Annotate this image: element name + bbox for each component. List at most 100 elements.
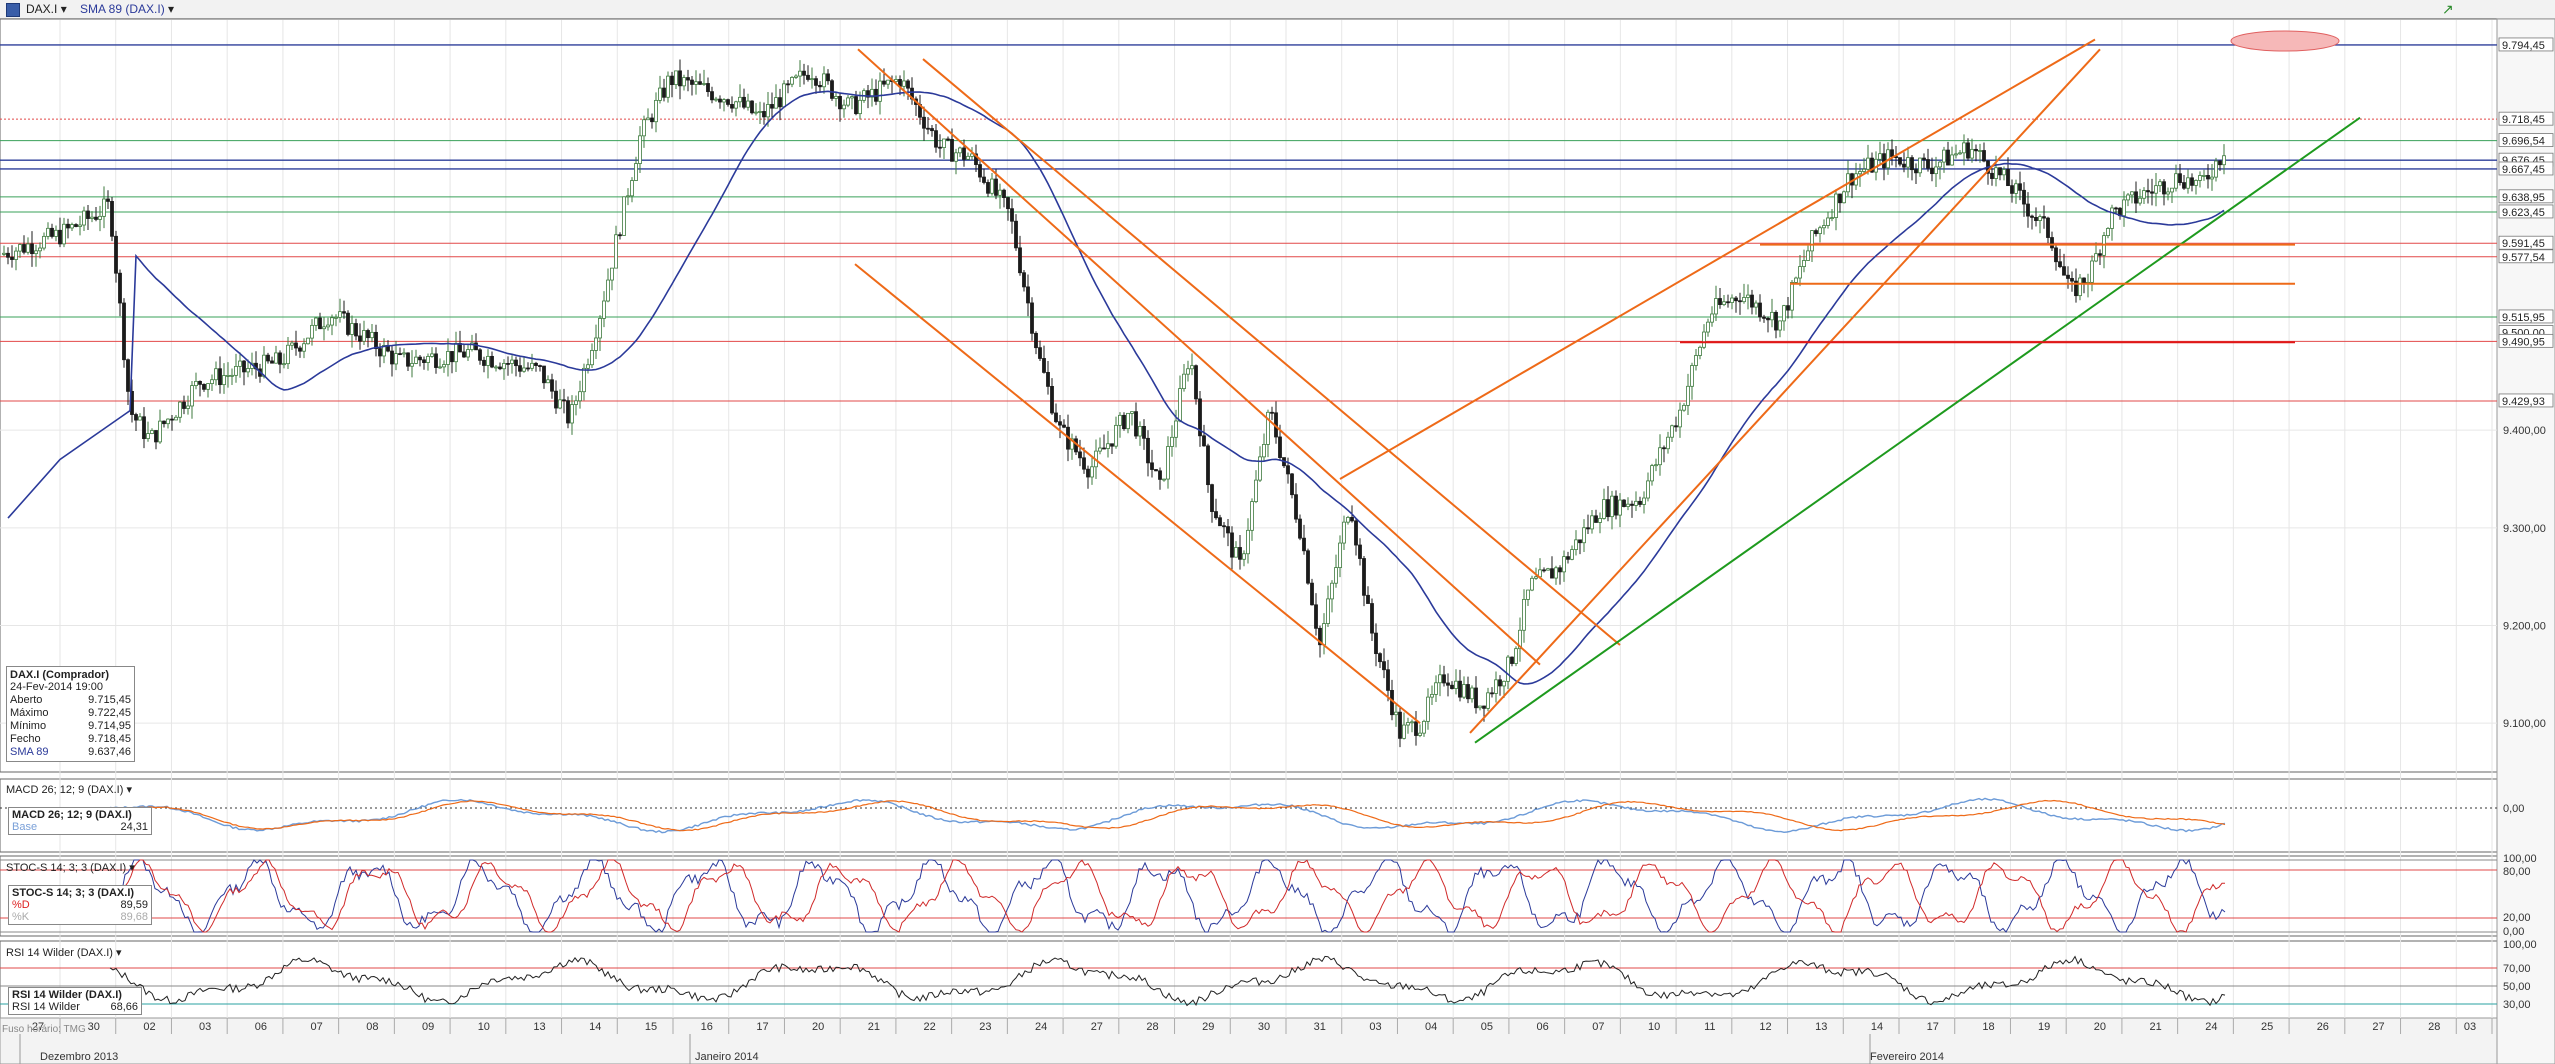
candle-body bbox=[718, 98, 722, 103]
candle-body bbox=[1518, 629, 1522, 650]
ohlc-info-box: DAX.I (Comprador) 24-Fev-2014 19:00 Aber… bbox=[6, 666, 135, 762]
candle-body bbox=[326, 324, 330, 328]
stoch-k-value: 89,68 bbox=[120, 911, 148, 923]
candle-body bbox=[902, 80, 906, 87]
candle-body bbox=[90, 216, 94, 219]
candle-body bbox=[1634, 500, 1638, 506]
candle-body bbox=[990, 178, 994, 194]
candle-body bbox=[1226, 526, 1230, 534]
x-tick-label: 13 bbox=[533, 1021, 545, 1033]
candle-body bbox=[554, 390, 558, 409]
candle-body bbox=[2050, 237, 2054, 249]
candle-body bbox=[1058, 421, 1062, 426]
x-tick-label: 12 bbox=[1759, 1021, 1771, 1033]
candle-body bbox=[1278, 436, 1282, 458]
candle-body bbox=[1150, 462, 1154, 470]
x-tick-label: 19 bbox=[2038, 1021, 2050, 1033]
candle-body bbox=[446, 351, 450, 365]
indicator-selector[interactable]: SMA 89 (DAX.I) ▾ bbox=[80, 2, 174, 16]
candle-body bbox=[1230, 532, 1234, 558]
candle-body bbox=[190, 385, 194, 407]
candle-body bbox=[1714, 298, 1718, 315]
candle-body bbox=[1994, 167, 1998, 179]
stoch-header-label: STOC-S 14; 3; 3 (DAX.I) bbox=[6, 862, 127, 874]
candle-body bbox=[370, 331, 374, 339]
candle-body bbox=[482, 359, 486, 366]
candle-body bbox=[330, 317, 334, 326]
candle-body bbox=[622, 196, 626, 236]
price-tag-label: 9.696,54 bbox=[2502, 136, 2545, 148]
candle-body bbox=[1958, 152, 1962, 155]
candle-body bbox=[286, 344, 290, 365]
trend-line bbox=[857, 48, 1541, 666]
candle-body bbox=[2210, 176, 2214, 180]
candle-body bbox=[114, 235, 118, 274]
macd-panel-header[interactable]: MACD 26; 12; 9 (DAX.I) ▾ bbox=[6, 783, 132, 797]
candle-body bbox=[414, 356, 418, 364]
candle-body bbox=[346, 312, 350, 335]
price-tag bbox=[2498, 111, 2554, 126]
candle-body bbox=[1666, 436, 1670, 450]
candle-body bbox=[2070, 278, 2074, 282]
candle-body bbox=[678, 70, 682, 87]
trend-arrow-icon[interactable]: ↗ bbox=[2442, 1, 2454, 17]
symbol-selector[interactable]: DAX.I ▾ bbox=[26, 2, 67, 16]
candle-body bbox=[1234, 547, 1238, 558]
candle-body bbox=[82, 210, 86, 226]
candle-body bbox=[94, 216, 98, 220]
x-tick-label: 23 bbox=[979, 1021, 991, 1033]
symbol-label: DAX.I bbox=[26, 2, 58, 16]
candle-body bbox=[1818, 227, 1822, 235]
x-tick-label: 03 bbox=[1369, 1021, 1381, 1033]
candle-body bbox=[1394, 711, 1398, 716]
chart-type-icon[interactable] bbox=[6, 3, 20, 17]
candle-body bbox=[1382, 661, 1386, 671]
candle-body bbox=[634, 163, 638, 181]
candle-body bbox=[46, 227, 50, 237]
trend-line bbox=[1339, 38, 2096, 480]
rsi-line bbox=[109, 955, 2226, 1007]
candle-body bbox=[2202, 175, 2206, 177]
x-tick-label: 03 bbox=[199, 1021, 211, 1033]
x-tick-label: 27 bbox=[1091, 1021, 1103, 1033]
candle-body bbox=[694, 81, 698, 85]
stoch-panel-header[interactable]: STOC-S 14; 3; 3 (DAX.I) ▾ bbox=[6, 861, 135, 875]
price-tag-label: 9.623,45 bbox=[2502, 207, 2545, 219]
candle-body bbox=[170, 418, 174, 421]
candle-body bbox=[1314, 604, 1318, 629]
price-tag-label: 9.667,45 bbox=[2502, 164, 2545, 176]
x-tick-label: 30 bbox=[88, 1021, 100, 1033]
candle-body bbox=[766, 104, 770, 118]
ohlc-value: 9.637,46 bbox=[88, 746, 131, 758]
candle-body bbox=[654, 99, 658, 123]
candle-body bbox=[1166, 446, 1170, 480]
candle-body bbox=[2154, 185, 2158, 194]
x-tick-label: 06 bbox=[255, 1021, 267, 1033]
candle-body bbox=[1630, 503, 1634, 506]
candle-body bbox=[314, 317, 318, 326]
rsi-panel-header[interactable]: RSI 14 Wilder (DAX.I) ▾ bbox=[6, 946, 122, 960]
candle-body bbox=[586, 364, 590, 369]
candle-body bbox=[774, 97, 778, 109]
candle-body bbox=[882, 80, 886, 85]
candle-body bbox=[1574, 539, 1578, 550]
candle-body bbox=[234, 365, 238, 376]
y-tick-label: 100,00 bbox=[2503, 939, 2537, 951]
trend-line bbox=[1474, 116, 2361, 744]
candle-body bbox=[1726, 301, 1730, 304]
price-tag-label: 9.577,54 bbox=[2502, 252, 2545, 264]
candle-body bbox=[1210, 484, 1214, 512]
candle-body bbox=[1238, 547, 1242, 560]
candle-body bbox=[1606, 499, 1610, 518]
candle-body bbox=[186, 405, 190, 409]
candle-body bbox=[1510, 656, 1514, 664]
candle-body bbox=[1938, 161, 1942, 168]
candle-body bbox=[1302, 537, 1306, 552]
candle-body bbox=[1782, 305, 1786, 322]
candle-body bbox=[1750, 294, 1754, 308]
candle-body bbox=[1642, 497, 1646, 505]
x-tick-label: 27 bbox=[32, 1021, 44, 1033]
candle-body bbox=[410, 363, 414, 367]
candle-body bbox=[778, 97, 782, 108]
